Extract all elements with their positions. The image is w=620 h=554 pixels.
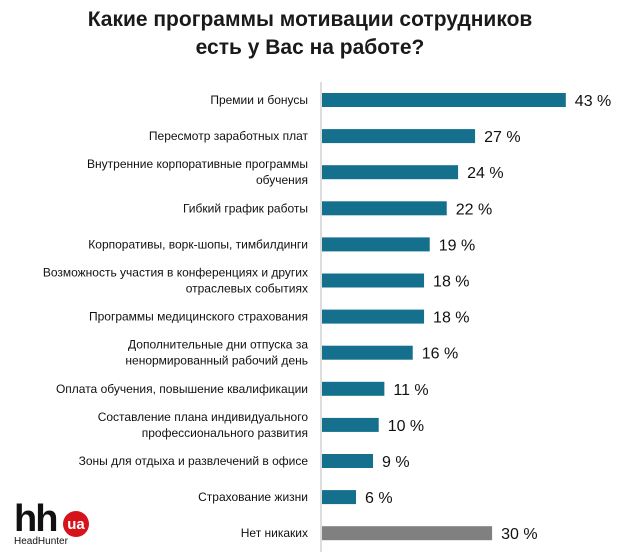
category-label: Зоны для отдыха и развлечений в офисе	[79, 454, 309, 468]
value-label: 18 %	[433, 274, 469, 291]
category-label: отраслевых событиях	[186, 282, 308, 296]
value-label: 9 %	[382, 454, 410, 471]
value-label: 10 %	[388, 418, 424, 435]
value-label: 30 %	[501, 526, 537, 543]
bar	[322, 165, 459, 180]
value-label: 22 %	[456, 201, 492, 218]
value-label: 6 %	[365, 490, 393, 507]
headhunter-logo: hh ua HeadHunter	[14, 498, 89, 547]
category-label: Пересмотр заработных плат	[149, 129, 309, 143]
bar	[322, 93, 566, 107]
bar	[322, 309, 425, 324]
svg-text:ua: ua	[67, 516, 85, 533]
bar	[322, 454, 374, 468]
category-label: Внутренние корпоративные программы	[87, 157, 308, 171]
category-label: Корпоративы, ворк-шопы, тимбилдинги	[88, 237, 308, 251]
category-label: Премии и бонусы	[210, 93, 308, 107]
bar	[322, 526, 493, 541]
category-label: Гибкий график работы	[183, 201, 308, 215]
value-label: 11 %	[393, 382, 428, 399]
category-label: Составление плана индивидуального	[98, 410, 309, 424]
category-label: Оплата обучения, повышение квалификации	[56, 382, 308, 396]
category-label: Программы медицинского страхования	[89, 310, 308, 324]
svg-text:hh: hh	[14, 498, 56, 540]
value-label: 18 %	[433, 310, 469, 327]
category-label: Нет никаких	[241, 526, 308, 540]
title-line: Какие программы мотивации сотрудников	[87, 8, 533, 31]
bar	[322, 417, 379, 432]
bar	[322, 237, 430, 252]
category-label: обучения	[256, 173, 308, 187]
category-label: ненормированный рабочий день	[125, 354, 308, 368]
category-label: профессионального развития	[142, 426, 308, 440]
value-label: 16 %	[422, 346, 458, 363]
bar	[322, 129, 476, 144]
value-label: 43 %	[575, 93, 611, 110]
value-label: 19 %	[439, 237, 475, 254]
category-label: Страхование жизни	[198, 490, 308, 504]
bar	[322, 381, 385, 396]
svg-text:HeadHunter: HeadHunter	[14, 536, 69, 547]
value-label: 24 %	[467, 165, 503, 182]
title-line: есть у Вас на работе?	[195, 36, 425, 59]
bar	[322, 201, 447, 216]
category-label: Возможность участия в конференциях и дру…	[43, 266, 308, 280]
category-label: Дополнительные дни отпуска за	[128, 338, 308, 352]
bar	[322, 345, 413, 360]
bar	[322, 490, 357, 505]
bar	[322, 273, 425, 288]
chart-title: Какие программы мотивации сотрудников ес…	[0, 6, 620, 62]
value-label: 27 %	[484, 129, 520, 146]
